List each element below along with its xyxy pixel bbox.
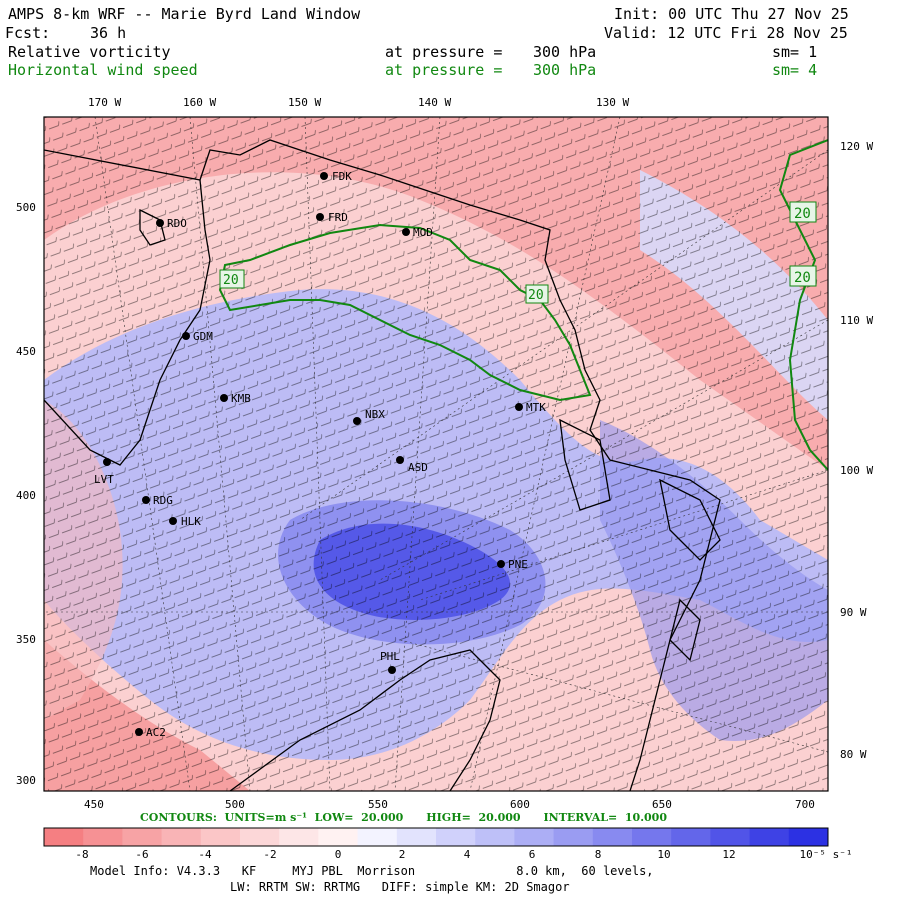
graticule bbox=[44, 117, 828, 791]
model-physics: LW: RRTM SW: RRTMG DIFF: simple KM: 2D S… bbox=[230, 880, 570, 894]
grid-x-label: 450 bbox=[84, 798, 104, 811]
init-time: Init: 00 UTC Thu 27 Nov 25 bbox=[614, 5, 849, 23]
station-label: LVT bbox=[94, 473, 114, 486]
grid-y-label: 400 bbox=[16, 489, 36, 502]
contour-label: 20 bbox=[794, 206, 811, 222]
colorbar-swatch bbox=[710, 828, 751, 846]
grid-x-label: 650 bbox=[652, 798, 672, 811]
contour-info: CONTOURS: UNITS=m s⁻¹ LOW= 20.000 HIGH= … bbox=[140, 811, 667, 824]
colorbar-swatch bbox=[200, 828, 241, 846]
colorbar-label: 0 bbox=[334, 848, 342, 861]
grid-y-label: 450 bbox=[16, 345, 36, 358]
colorbar-swatch bbox=[553, 828, 594, 846]
colorbar-label: 12 bbox=[722, 848, 736, 861]
contour-label: 20 bbox=[794, 270, 811, 286]
colorbar-swatch bbox=[240, 828, 280, 846]
colorbar-swatch bbox=[318, 828, 359, 846]
colorbar-label: 6 bbox=[528, 848, 536, 861]
colorbar-swatch bbox=[396, 828, 437, 846]
grid-x-label: 500 bbox=[225, 798, 245, 811]
field1-pressure-value: 300 hPa bbox=[533, 43, 597, 61]
station-label: HLK bbox=[181, 515, 201, 528]
field2-pressure-label: at pressure = bbox=[385, 61, 503, 79]
lon-label-right: 80 W bbox=[840, 748, 867, 761]
colorbar-units: 10⁻⁵ s⁻¹ bbox=[799, 848, 853, 861]
map-title: AMPS 8-km WRF -- Marie Byrd Land Window bbox=[8, 5, 361, 23]
lon-label-right: 100 W bbox=[840, 464, 874, 477]
colorbar-swatch bbox=[592, 828, 633, 846]
colorbar-label: 10 bbox=[657, 848, 671, 861]
field1-name: Relative vorticity bbox=[8, 43, 171, 61]
grid-y-label: 300 bbox=[16, 774, 36, 787]
colorbar-label: -4 bbox=[198, 848, 212, 861]
station-label: PHL bbox=[380, 650, 400, 663]
contour-label-boxes bbox=[219, 201, 817, 304]
contour-label: 20 bbox=[528, 288, 544, 303]
colorbar-swatch bbox=[357, 828, 398, 846]
station-label: AC2 bbox=[146, 726, 166, 739]
valid-time: Valid: 12 UTC Fri 28 Nov 25 bbox=[604, 24, 848, 42]
map-frame bbox=[43, 116, 829, 792]
field2-pressure-value: 300 hPa bbox=[533, 61, 597, 79]
colorbar-label: 4 bbox=[463, 848, 471, 861]
lon-label-right: 120 W bbox=[840, 140, 874, 153]
colorbar-swatch bbox=[749, 828, 790, 846]
colorbar-swatch bbox=[44, 828, 84, 846]
colorbar-swatch bbox=[475, 828, 515, 846]
wind-barbs-layer bbox=[44, 117, 828, 791]
lon-label-top: 140 W bbox=[418, 96, 452, 109]
colorbar-swatch bbox=[83, 828, 123, 846]
model-info: Model Info: V4.3.3 KF MYJ PBL Morrison 8… bbox=[90, 864, 654, 878]
colorbar-swatch bbox=[122, 828, 163, 846]
grid-y-label: 500 bbox=[16, 201, 36, 214]
station-label: ASD bbox=[408, 461, 428, 474]
station-label: MOD bbox=[413, 226, 433, 239]
colorbar-label: 8 bbox=[594, 848, 602, 861]
colorbar-label: -8 bbox=[75, 848, 89, 861]
forecast-hour: 36 h bbox=[90, 24, 127, 42]
grid-y-label: 350 bbox=[16, 633, 36, 646]
station-label: FDK bbox=[332, 170, 352, 183]
station-label: RDG bbox=[153, 494, 173, 507]
colorbar-label: -2 bbox=[263, 848, 277, 861]
colorbar-swatch bbox=[632, 828, 672, 846]
colorbar-label: 2 bbox=[398, 848, 406, 861]
station-label: KMB bbox=[231, 392, 251, 405]
station-label: NBX bbox=[365, 408, 385, 421]
lon-label-right: 110 W bbox=[840, 314, 874, 327]
station-label: FRD bbox=[328, 211, 348, 224]
lon-label-top: 170 W bbox=[88, 96, 122, 109]
colorbar-label: -6 bbox=[135, 848, 149, 861]
station-label: GDM bbox=[193, 330, 213, 343]
colorbar-swatch bbox=[671, 828, 711, 846]
coastline bbox=[44, 139, 721, 791]
station-label: MTK bbox=[526, 401, 546, 414]
colorbar-frame bbox=[43, 827, 829, 847]
lon-label-top: 160 W bbox=[183, 96, 217, 109]
forecast-label: Fcst: bbox=[5, 24, 51, 42]
colorbar-swatch bbox=[161, 828, 202, 846]
colorbar bbox=[44, 828, 829, 846]
station-label: RDO bbox=[167, 217, 187, 230]
lon-label-top: 130 W bbox=[596, 96, 630, 109]
field2-name: Horizontal wind speed bbox=[8, 61, 198, 79]
field2-smoothing: sm= 4 bbox=[772, 61, 818, 79]
colorbar-swatch bbox=[514, 828, 555, 846]
lon-label-top: 150 W bbox=[288, 96, 322, 109]
station-dots bbox=[103, 172, 523, 736]
field1-pressure-label: at pressure = bbox=[385, 43, 503, 61]
grid-x-label: 600 bbox=[510, 798, 530, 811]
colorbar-swatch bbox=[436, 828, 476, 846]
station-label: PNE bbox=[508, 558, 528, 571]
colorbar-swatch bbox=[788, 828, 829, 846]
field1-smoothing: sm= 1 bbox=[772, 43, 818, 61]
colorbar-swatch bbox=[279, 828, 319, 846]
grid-x-label: 700 bbox=[795, 798, 815, 811]
contour-label: 20 bbox=[223, 273, 239, 288]
grid-x-label: 550 bbox=[368, 798, 388, 811]
lon-label-right: 90 W bbox=[840, 606, 867, 619]
